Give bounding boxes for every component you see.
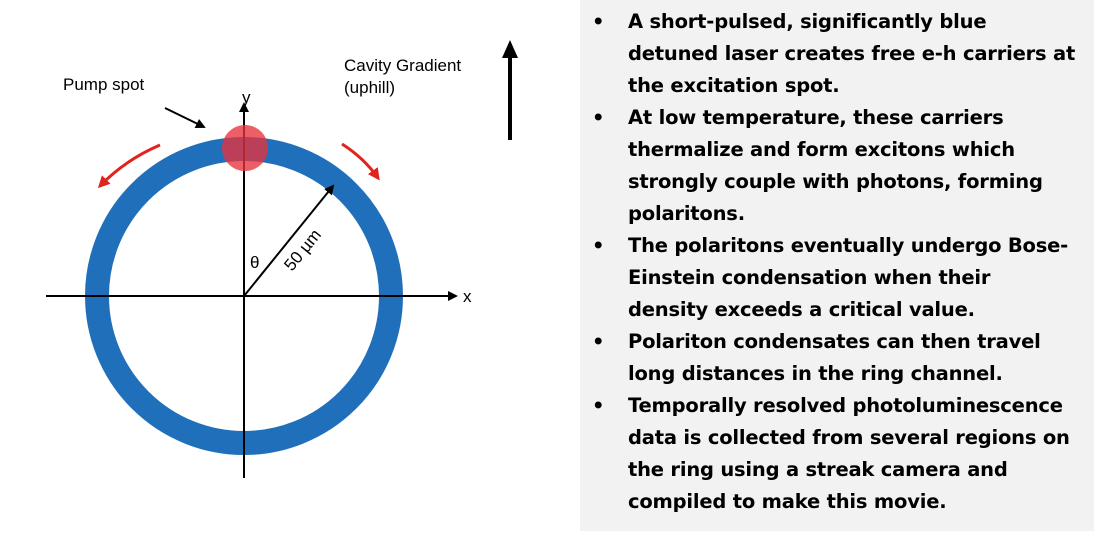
bullet-line: The polaritons eventually undergo Bose- [628,234,1069,257]
bullet-line: strongly couple with photons, forming [628,170,1043,193]
bullet-line: the excitation spot. [628,74,840,97]
text-panel: • A short-pulsed, significantly blue det… [580,0,1094,531]
bullet-list: • A short-pulsed, significantly blue det… [588,6,1080,518]
pump-label: Pump spot [63,75,145,94]
bullet-line: Polariton condensates can then travel [628,330,1041,353]
bullet-line: compiled to make this movie. [628,490,947,513]
y-axis-label: y [242,88,251,107]
bullet-item: • Polariton condensates can then travel … [588,326,1080,390]
ring-diagram-svg: Pump spot Cavity Gradient (uphill) y x θ… [46,40,518,478]
bullet-line: Temporally resolved photoluminescence [628,394,1063,417]
x-axis-label: x [463,287,472,306]
bullet-dot: • [592,234,605,257]
bullet-dot: • [592,394,605,417]
pump-pointer-arrow [164,107,206,128]
bullet-dot: • [592,330,605,353]
flow-arrow-left [97,143,161,189]
bullet-dot: • [592,10,605,33]
flow-arrow-right [341,142,380,181]
radius-arrow [243,184,335,297]
bullet-line: Einstein condensation when their [628,266,991,289]
bullet-line: At low temperature, these carriers [628,106,1004,129]
bullet-item: • Temporally resolved photoluminescence … [588,390,1080,518]
bullet-line: polaritons. [628,202,745,225]
bullet-item: • A short-pulsed, significantly blue det… [588,6,1080,102]
bullet-line: density exceeds a critical value. [628,298,975,321]
gradient-label-line1: Cavity Gradient [344,56,461,75]
theta-label: θ [250,253,259,272]
gradient-arrow-head [502,40,518,58]
radius-label: 50 µm [280,226,325,275]
bullet-line: A short-pulsed, significantly blue [628,10,987,33]
bullet-line: the ring using a streak camera and [628,458,1008,481]
ring-diagram: Pump spot Cavity Gradient (uphill) y x θ… [46,40,518,478]
bullet-dot: • [592,106,605,129]
bullet-item: • The polaritons eventually undergo Bose… [588,230,1080,326]
bullet-line: detuned laser creates free e-h carriers … [628,42,1076,65]
pump-spot [222,125,268,171]
bullet-line: long distances in the ring channel. [628,362,1003,385]
bullet-line: thermalize and form excitons which [628,138,1015,161]
bullet-line: data is collected from several regions o… [628,426,1070,449]
gradient-label-line2: (uphill) [344,78,395,97]
bullet-item: • At low temperature, these carriers the… [588,102,1080,230]
